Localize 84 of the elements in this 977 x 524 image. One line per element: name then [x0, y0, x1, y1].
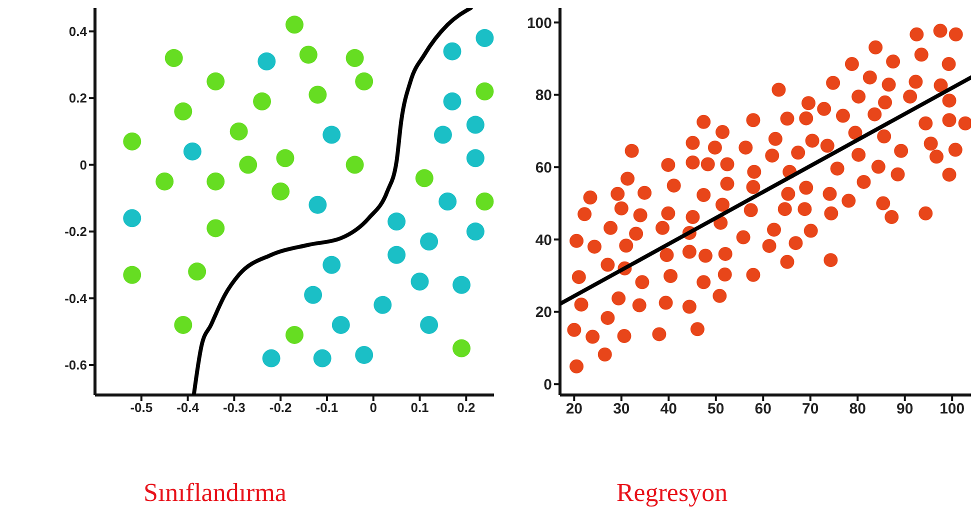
point: [443, 42, 462, 60]
point: [438, 192, 457, 210]
point: [420, 232, 438, 251]
point: [374, 296, 392, 314]
x-tick-label: 80: [849, 400, 866, 418]
point: [206, 172, 225, 190]
x-tick-label: 60: [754, 400, 772, 418]
y-tick-label: 0: [544, 376, 552, 394]
point: [286, 16, 304, 34]
point: [388, 212, 406, 231]
x-tick-label: 50: [708, 400, 724, 418]
point: [239, 156, 258, 174]
x-tick-label: 0.2: [457, 400, 476, 416]
point: [388, 246, 406, 264]
point: [452, 339, 471, 358]
point: [434, 126, 452, 144]
point: [322, 126, 341, 144]
point: [313, 349, 332, 368]
point: [452, 276, 471, 294]
x-tick-label: 40: [660, 400, 677, 418]
point: [156, 172, 174, 190]
x-tick-label: 70: [802, 400, 819, 418]
point: [262, 349, 280, 368]
point: [355, 72, 374, 90]
y-tick-label: 0: [80, 157, 87, 172]
y-tick-label: 0.4: [68, 24, 88, 39]
point: [476, 82, 494, 100]
point: [174, 316, 192, 334]
point: [230, 122, 248, 140]
x-tick-label: -0.3: [222, 400, 246, 416]
point: [410, 272, 429, 291]
point: [346, 156, 364, 174]
point: [355, 346, 374, 364]
y-tick-label: 100: [526, 14, 552, 32]
point: [188, 262, 206, 281]
x-tick-label: -0.2: [269, 400, 292, 416]
point: [443, 92, 462, 110]
point: [332, 316, 350, 334]
x-tick-label: 90: [896, 400, 914, 418]
point: [123, 266, 142, 284]
point: [308, 86, 327, 104]
point: [322, 256, 341, 274]
point: [415, 169, 434, 188]
point: [466, 222, 484, 241]
point: [272, 182, 290, 200]
line-series: [192, 8, 473, 395]
point: [466, 116, 484, 134]
point: [253, 92, 272, 110]
y-tick-label: 0.2: [68, 90, 87, 106]
point: [123, 132, 142, 150]
y-tick-label: 20: [535, 304, 552, 322]
point: [476, 29, 494, 48]
y-tick-label: -0.6: [64, 358, 87, 373]
point: [299, 46, 318, 64]
y-tick-label: 80: [535, 87, 552, 104]
point: [304, 286, 322, 304]
point: [286, 326, 304, 344]
x-tick-label: 100: [940, 400, 965, 418]
y-tick-label: -0.2: [64, 224, 87, 240]
point: [123, 209, 142, 228]
point: [476, 192, 494, 210]
x-tick-label: 0.1: [410, 400, 429, 416]
point: [174, 102, 192, 120]
y-tick-label: 60: [535, 159, 552, 176]
point: [164, 49, 183, 68]
point: [308, 196, 327, 214]
point: [466, 149, 484, 168]
x-tick-label: -0.1: [316, 400, 338, 416]
x-tick-label: 30: [613, 400, 630, 418]
x-tick-label: -0.5: [130, 400, 153, 416]
y-tick-label: -0.4: [64, 290, 88, 306]
point: [258, 52, 276, 70]
point: [183, 142, 202, 160]
x-tick-label: 20: [566, 400, 583, 418]
point: [206, 219, 225, 238]
point: [206, 72, 225, 90]
text: Regresyon: [615, 478, 729, 508]
x-tick-label: 0: [370, 400, 377, 416]
point: [346, 49, 364, 68]
point: [420, 316, 438, 334]
x-tick-label: -0.4: [176, 400, 200, 416]
y-tick-label: 40: [535, 232, 552, 249]
text: Sınıflandırma: [142, 478, 288, 508]
point: [276, 149, 294, 168]
